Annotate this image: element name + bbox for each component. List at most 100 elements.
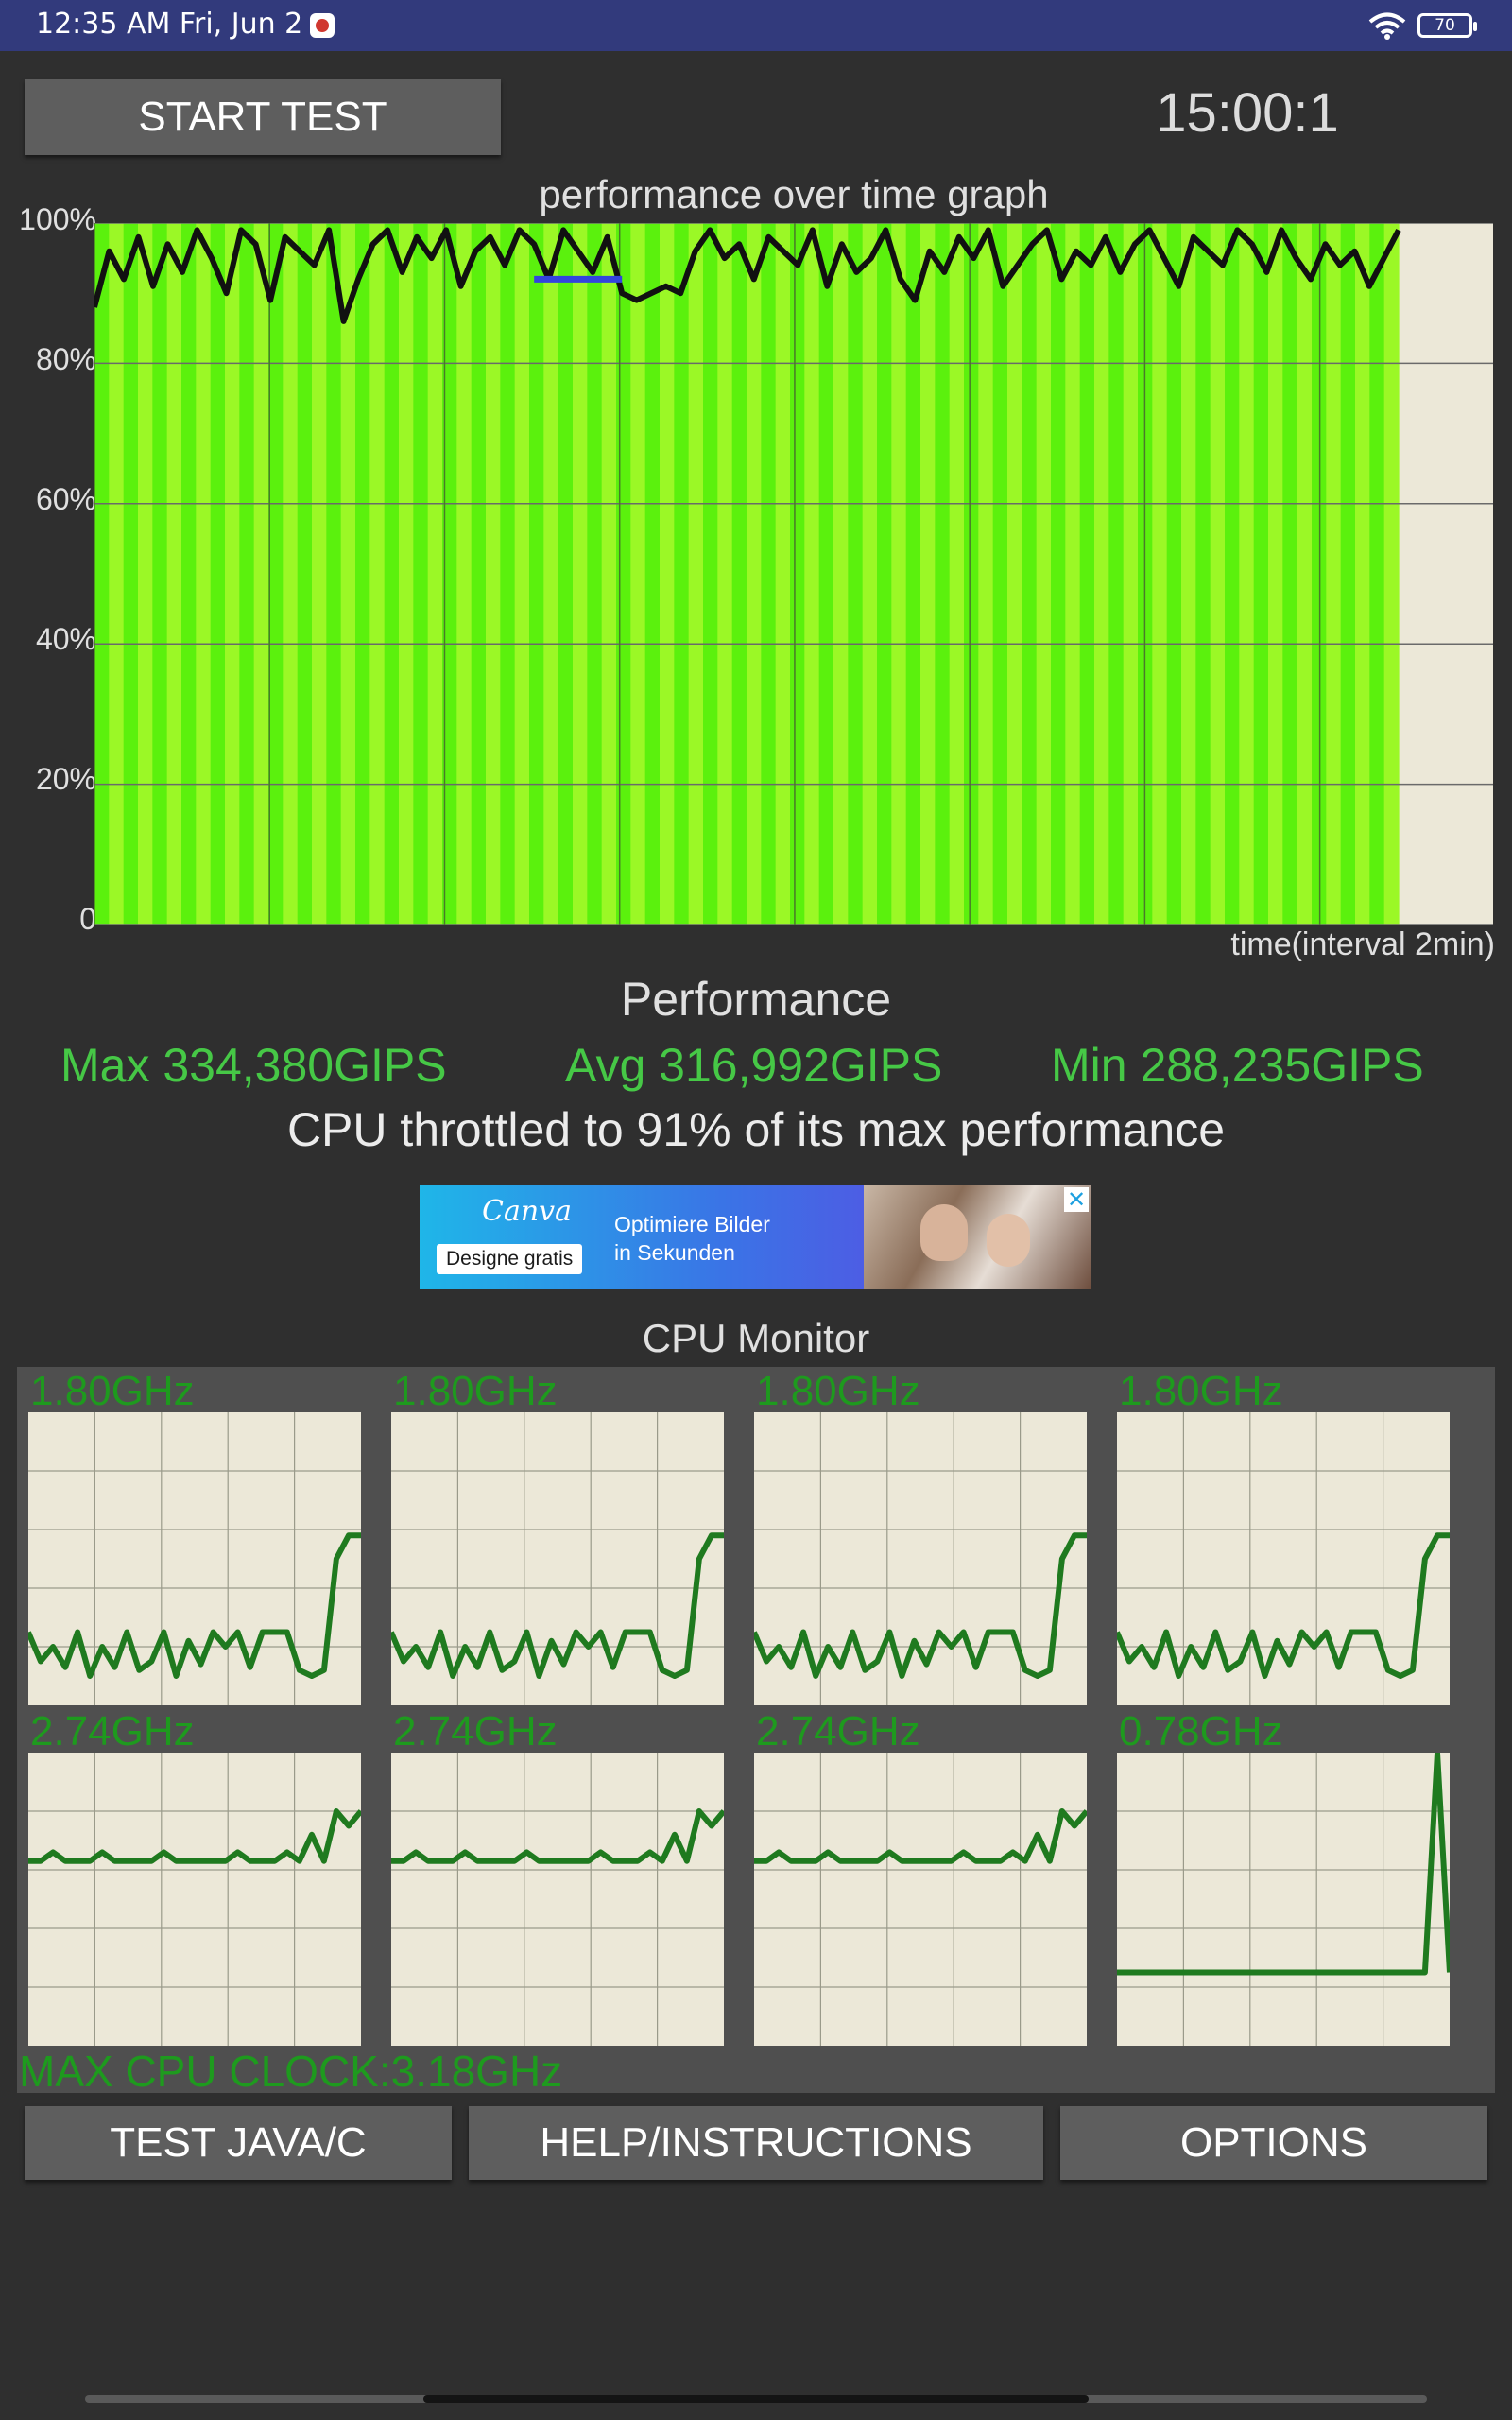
performance-bar bbox=[413, 223, 429, 925]
core-graph-background bbox=[28, 1412, 361, 1705]
performance-bar bbox=[935, 223, 951, 925]
performance-bar bbox=[283, 223, 299, 925]
performance-bar bbox=[688, 223, 704, 925]
test-java-c-button[interactable]: TEST JAVA/C bbox=[25, 2106, 452, 2180]
core-usage-line bbox=[1117, 1753, 1450, 1976]
performance-bar bbox=[369, 223, 386, 925]
cpu-core-clock: 2.74GHz bbox=[756, 1708, 920, 1754]
cpu-core-3: 1.80GHz bbox=[1117, 1369, 1450, 1709]
max-gips: Max 334,380GIPS bbox=[60, 1039, 447, 1092]
performance-bar bbox=[1195, 223, 1211, 925]
performance-bar bbox=[1181, 223, 1196, 925]
performance-bar bbox=[1108, 223, 1125, 925]
start-test-button[interactable]: START TEST bbox=[25, 79, 501, 155]
performance-bar bbox=[529, 223, 544, 925]
performance-bar bbox=[601, 223, 617, 925]
performance-bar bbox=[1297, 223, 1313, 925]
cpu-core-7: 0.78GHz bbox=[1117, 1709, 1450, 2049]
y-label-80: 80% bbox=[35, 342, 96, 376]
max-cpu-clock: MAX CPU CLOCK:3.18GHz bbox=[19, 2047, 563, 2096]
cpu-core-graph bbox=[754, 1753, 1087, 2046]
performance-bar bbox=[1326, 223, 1342, 925]
performance-bar bbox=[514, 223, 530, 925]
ad-photo bbox=[864, 1185, 1091, 1289]
performance-bar bbox=[1051, 223, 1066, 925]
cpu-core-clock: 1.80GHz bbox=[30, 1368, 195, 1414]
min-gips: Min 288,235GIPS bbox=[1051, 1039, 1424, 1092]
performance-bar bbox=[660, 223, 675, 925]
performance-bar bbox=[1152, 223, 1168, 925]
performance-bar bbox=[877, 223, 892, 925]
performance-bar bbox=[949, 223, 965, 925]
ad-line-1: Optimiere Bilder bbox=[614, 1212, 770, 1236]
performance-bar bbox=[138, 223, 153, 925]
y-label-60: 60% bbox=[35, 482, 96, 516]
performance-bar bbox=[1239, 223, 1255, 925]
performance-bar bbox=[1282, 223, 1298, 925]
performance-bar bbox=[747, 223, 762, 925]
y-label-100: 100% bbox=[19, 202, 96, 236]
performance-bar bbox=[573, 223, 588, 925]
performance-bar bbox=[587, 223, 603, 925]
performance-bar bbox=[1383, 223, 1400, 925]
performance-bar bbox=[543, 223, 559, 925]
core-graph-background bbox=[1117, 1753, 1450, 2046]
cpu-core-graph bbox=[391, 1753, 724, 2046]
performance-bar bbox=[818, 223, 834, 925]
cpu-core-clock: 2.74GHz bbox=[30, 1708, 195, 1754]
ad-cta-button[interactable]: Designe gratis bbox=[437, 1244, 583, 1274]
ad-banner[interactable]: Canva Designe gratis Optimiere Bilder in… bbox=[420, 1185, 1091, 1289]
performance-bar bbox=[456, 223, 472, 925]
ad-text: Optimiere Bilder in Sekunden bbox=[614, 1210, 770, 1267]
core-graph-background bbox=[391, 1412, 724, 1705]
performance-bar bbox=[1253, 223, 1269, 925]
performance-bar bbox=[297, 223, 313, 925]
performance-bar bbox=[978, 223, 994, 925]
help-instructions-button[interactable]: HELP/INSTRUCTIONS bbox=[469, 2106, 1043, 2180]
performance-bar bbox=[1094, 223, 1109, 925]
y-label-20: 20% bbox=[35, 762, 96, 796]
performance-line bbox=[94, 227, 1401, 324]
ad-person-2 bbox=[987, 1214, 1030, 1267]
cpu-core-graph bbox=[391, 1412, 724, 1705]
cpu-core-6: 2.74GHz bbox=[754, 1709, 1087, 2049]
wifi-icon bbox=[1368, 12, 1406, 40]
cpu-core-graph bbox=[1117, 1412, 1450, 1705]
cpu-core-graph bbox=[1117, 1753, 1450, 2046]
performance-bar bbox=[1166, 223, 1182, 925]
performance-bar bbox=[804, 223, 820, 925]
core-graph-background bbox=[1117, 1412, 1450, 1705]
performance-bar bbox=[427, 223, 443, 925]
performance-bar bbox=[1340, 223, 1356, 925]
cpu-core-4: 2.74GHz bbox=[28, 1709, 361, 2049]
performance-bar bbox=[225, 223, 240, 925]
core-usage-line bbox=[28, 1532, 361, 1679]
performance-bar bbox=[558, 223, 574, 925]
performance-bar bbox=[268, 223, 284, 925]
ad-person-1 bbox=[920, 1204, 968, 1261]
performance-bar bbox=[703, 223, 718, 925]
performance-bar bbox=[790, 223, 805, 925]
performance-bar bbox=[326, 223, 342, 925]
ad-line-2: in Sekunden bbox=[614, 1240, 735, 1265]
performance-bar bbox=[355, 223, 370, 925]
options-button[interactable]: OPTIONS bbox=[1060, 2106, 1487, 2180]
cpu-core-clock: 1.80GHz bbox=[756, 1368, 920, 1414]
timer: 15:00:1 bbox=[1156, 82, 1339, 144]
performance-bar bbox=[616, 223, 631, 925]
performance-bar bbox=[761, 223, 777, 925]
gesture-handle[interactable] bbox=[423, 2395, 1089, 2403]
performance-bar bbox=[486, 223, 501, 925]
performance-bar bbox=[166, 223, 182, 925]
performance-bar bbox=[905, 223, 921, 925]
performance-bar bbox=[848, 223, 864, 925]
performance-bar bbox=[1369, 223, 1385, 925]
close-icon[interactable]: ✕ bbox=[1064, 1187, 1089, 1212]
performance-bar bbox=[964, 223, 979, 925]
core-graph-background bbox=[391, 1753, 724, 2046]
performance-graph bbox=[94, 223, 1493, 925]
performance-bar bbox=[1079, 223, 1095, 925]
performance-bar bbox=[1065, 223, 1081, 925]
cpu-core-graph bbox=[754, 1412, 1087, 1705]
performance-bar bbox=[442, 223, 457, 925]
